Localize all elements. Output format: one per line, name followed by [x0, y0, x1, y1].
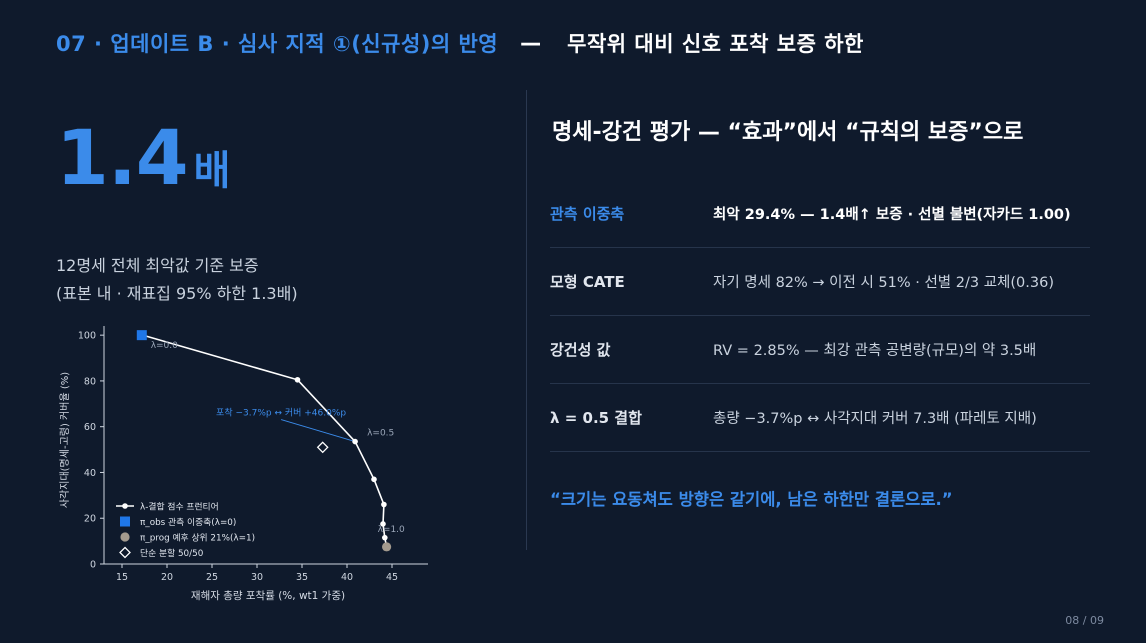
hero-value: 1.4	[56, 113, 189, 202]
y-tick-label: 20	[84, 514, 96, 525]
frontier-point	[382, 534, 388, 541]
row-value: 자기 명세 82% → 이전 시 51% · 선별 2/3 교체(0.36)	[713, 275, 1054, 291]
legend-entry-label: 단순 분할 50/50	[140, 548, 204, 559]
legend-diamond-swatch	[119, 546, 131, 559]
frontier-point	[371, 476, 377, 483]
annotation-lambda-0: λ=0.0	[151, 341, 178, 351]
y-tick-label: 40	[84, 468, 96, 479]
row-value: 총량 −3.7%p ↔ 사각지대 커버 7.3배 (파레토 지배)	[713, 411, 1037, 427]
chart-ticks: 15 20 25 30 35 40 45 0 20 40 60 80 100	[78, 331, 398, 583]
frontier-point	[380, 521, 386, 527]
y-tick-label: 80	[84, 376, 96, 387]
legend-entry-label: λ-결합 점수 프런티어	[140, 501, 219, 513]
x-tick-label: 45	[386, 572, 398, 583]
x-tick-label: 30	[251, 572, 263, 583]
x-tick-label: 25	[206, 572, 218, 583]
legend-square-swatch	[120, 516, 130, 527]
section-label: 07 · 업데이트 B · 심사 지적 ①(신규성)의 반영	[56, 32, 499, 56]
hero-caption-line2: (표본 내 · 재표집 95% 하한 1.3배)	[56, 284, 298, 303]
right-heading: 명세-강건 평가 — “효과”에서 “규칙의 보증”으로	[552, 120, 1024, 145]
y-tick-label: 100	[78, 331, 96, 342]
chart-axes	[103, 326, 428, 565]
row-label: 강건성 값	[550, 341, 611, 359]
row-value: RV = 2.85% — 최강 관측 공변량(규모)의 약 3.5배	[713, 343, 1037, 359]
row-value: 최악 29.4% — 1.4배↑ 보증 · 선별 불변(자카드 1.00)	[713, 207, 1071, 223]
x-tick-label: 40	[341, 572, 353, 583]
hero-caption-line1: 12명세 전체 최악값 기준 보증	[56, 256, 259, 275]
obs-square-marker	[136, 330, 147, 341]
table-row: λ = 0.5 결합 총량 −3.7%p ↔ 사각지대 커버 7.3배 (파레토…	[550, 384, 1090, 452]
frontier-chart: 15 20 25 30 35 40 45 0 20 40 60 80 100 λ=0.0 λ=0.5 λ=1…	[59, 326, 428, 602]
y-axis-label: 사각지대(명세-고령) 커버율 (%)	[59, 372, 71, 508]
page-number: 08 / 09	[1065, 614, 1104, 627]
header-dash: —	[520, 31, 542, 55]
frontier-point	[352, 438, 358, 445]
frontier-line	[142, 334, 388, 547]
prog-circle-marker	[382, 542, 392, 552]
row-label: 관측 이중축	[550, 205, 625, 223]
hero-unit: 배	[193, 148, 231, 194]
chart-legend: λ-결합 점수 프런티어 π_obs 관측 이중축(λ=0) π_prog 예후 상…	[116, 501, 255, 559]
hero-caption: 12명세 전체 최악값 기준 보증 (표본 내 · 재표집 95% 하한 1.3…	[56, 252, 298, 308]
slide-header: 07 · 업데이트 B · 심사 지적 ①(신규성)의 반영 — 무작위 대비 …	[56, 28, 864, 58]
table-row: 강건성 값 RV = 2.85% — 최강 관측 공변량(규모)의 약 3.5배	[550, 316, 1090, 384]
column-divider	[526, 90, 527, 550]
frontier-point	[294, 376, 301, 383]
table-row: 관측 이중축 최악 29.4% — 1.4배↑ 보증 · 선별 불변(자카드 1…	[550, 180, 1090, 248]
table-row: 모형 CATE 자기 명세 82% → 이전 시 51% · 선별 2/3 교체…	[550, 248, 1090, 316]
annotation-tradeoff: 포착 −3.7%p ↔ 커버 +46.0%p	[216, 408, 346, 419]
y-tick-label: 60	[84, 422, 96, 433]
x-axis-label: 재해자 총량 포착률 (%, wt1 가중)	[191, 589, 345, 602]
chart-plot-area: λ=0.0 λ=0.5 λ=1.0 포착 −3.7%p ↔ 커버 +46.0%p	[136, 330, 405, 552]
annotation-lambda-half: λ=0.5	[367, 429, 394, 439]
y-tick-label: 0	[90, 560, 96, 571]
slide-title: 무작위 대비 신호 포착 보증 하한	[567, 32, 864, 56]
evaluation-table: 관측 이중축 최악 29.4% — 1.4배↑ 보증 · 선별 불변(자카드 1…	[550, 180, 1090, 452]
legend-entry-label: π_obs 관측 이중축(λ=0)	[140, 517, 236, 528]
legend-entry-label: π_prog 예후 상위 21%(λ=1)	[140, 533, 255, 544]
x-tick-label: 35	[296, 572, 308, 583]
row-label: λ = 0.5 결합	[550, 409, 642, 427]
x-tick-label: 20	[161, 572, 173, 583]
legend-circle-swatch	[120, 532, 130, 542]
annotation-connector	[280, 419, 356, 443]
legend-point-swatch	[122, 503, 128, 509]
frontier-point	[381, 501, 387, 508]
row-label: 모형 CATE	[550, 273, 625, 291]
split-diamond-marker	[316, 441, 329, 454]
annotation-lambda-1: λ=1.0	[378, 525, 405, 535]
conclusion-quote: “크기는 요동쳐도 방향은 같기에, 남은 하한만 결론으로.”	[550, 490, 953, 509]
hero-metric: 1.4 배	[56, 108, 230, 208]
x-tick-label: 15	[116, 572, 128, 583]
